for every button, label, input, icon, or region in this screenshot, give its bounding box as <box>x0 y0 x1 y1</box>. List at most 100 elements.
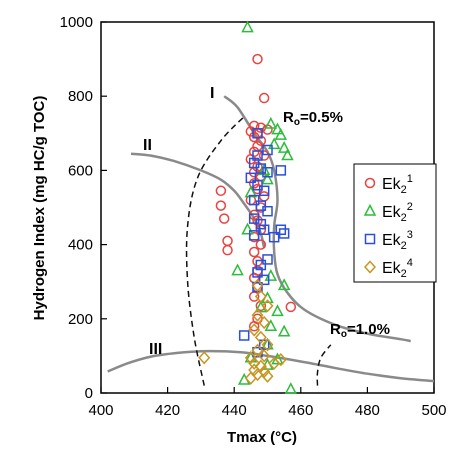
x-axis: 400 420 440 460 480 500 <box>88 387 447 419</box>
data-point-diamond <box>244 351 257 365</box>
legend-marker-square <box>364 233 376 245</box>
data-point-circle <box>252 53 263 65</box>
legend-label: Ek22 <box>382 201 413 224</box>
data-points <box>198 20 298 395</box>
y-tick-label: 1000 <box>60 14 93 31</box>
ro-1-0-label: Ro=1.0% <box>330 321 390 340</box>
data-point-square <box>248 194 260 206</box>
legend-label: Ek23 <box>382 229 413 252</box>
x-tick-label: 480 <box>355 402 380 419</box>
legend-label: Ek21 <box>382 173 413 196</box>
legend-marker-diamond <box>363 260 377 274</box>
x-tick-label: 460 <box>288 402 313 419</box>
zone-label-III: III <box>149 341 162 358</box>
data-point-triangle <box>277 141 291 153</box>
data-point-square <box>255 218 267 230</box>
data-point-diamond <box>254 289 267 304</box>
data-point-diamond <box>254 330 267 344</box>
data-point-triangle <box>264 319 278 331</box>
data-point-circle <box>258 191 270 202</box>
x-axis-title: Tmax (°C) <box>227 429 297 446</box>
data-point-triangle <box>271 122 284 135</box>
data-point-square <box>248 213 260 224</box>
legend-item: Ek21 <box>364 173 413 196</box>
y-tick-label: 400 <box>68 237 93 254</box>
kerogen-type-III-curve <box>107 349 435 383</box>
legend-marker-circle <box>364 177 376 189</box>
data-point-triangle <box>261 172 274 185</box>
data-point-diamond <box>258 364 271 379</box>
y-tick-label: 600 <box>68 162 93 179</box>
data-point-triangle <box>264 116 278 129</box>
data-point-circle <box>248 291 260 302</box>
data-point-triangle <box>274 128 288 140</box>
data-point-square <box>262 167 273 178</box>
x-tick-label: 500 <box>421 402 446 419</box>
legend-items: Ek21 Ek22 Ek23 Ek24 <box>363 173 413 280</box>
x-tick-label: 420 <box>155 402 180 419</box>
data-point-square <box>255 163 267 174</box>
data-point-square <box>258 274 270 286</box>
data-point-circle <box>245 154 257 165</box>
data-point-diamond <box>244 371 257 385</box>
data-point-square <box>258 224 270 236</box>
data-point-circle <box>255 239 267 250</box>
data-point-circle <box>222 244 233 256</box>
data-point-triangle <box>231 263 244 276</box>
y-tick-label: 800 <box>68 88 93 105</box>
zone-label-II: II <box>143 137 152 154</box>
data-point-square <box>252 150 263 161</box>
data-point-circle <box>258 150 270 161</box>
data-point-diamond <box>261 299 274 313</box>
data-point-diamond <box>258 315 271 330</box>
data-point-circle <box>252 161 263 172</box>
x-axis-unit: (°C) <box>270 429 297 446</box>
data-point-diamond <box>258 349 271 363</box>
data-point-square <box>275 165 287 176</box>
data-point-diamond <box>274 352 287 367</box>
data-point-circle <box>252 215 263 226</box>
data-point-circle <box>245 126 257 137</box>
data-point-square <box>262 254 273 265</box>
data-point-square <box>238 330 250 341</box>
data-point-square <box>245 172 257 184</box>
data-point-square <box>262 205 273 217</box>
data-point-triangle <box>277 278 291 291</box>
data-point-square <box>248 230 260 241</box>
y-tick-label: 0 <box>85 385 93 402</box>
data-point-circle <box>285 301 297 313</box>
data-point-triangle <box>271 304 284 317</box>
legend: Ek21 Ek22 Ek23 Ek24 <box>353 163 437 283</box>
data-point-triangle <box>267 137 281 150</box>
data-point-circle <box>252 256 263 267</box>
data-point-diamond <box>251 278 264 293</box>
data-point-triangle <box>281 148 294 161</box>
y-axis: 0 200 400 600 800 1000 <box>60 14 107 402</box>
data-point-square <box>258 185 270 197</box>
x-axis-label: Tmax <box>227 429 267 446</box>
data-point-circle <box>218 213 230 224</box>
legend-item: Ek24 <box>363 257 413 280</box>
x-tick-label: 400 <box>88 402 113 419</box>
y-tick-label: 200 <box>68 311 93 328</box>
data-point-triangle <box>257 163 271 176</box>
data-point-square <box>262 144 273 156</box>
data-point-circle <box>222 235 233 247</box>
data-point-triangle <box>244 185 258 198</box>
ro-1-0-boundary <box>316 344 332 386</box>
data-point-square <box>255 200 267 211</box>
data-point-triangle <box>284 382 298 395</box>
y-axis-title: Hydrogen Index (mg HC/g TOC) <box>31 96 48 321</box>
data-point-triangle <box>241 20 254 33</box>
data-point-circle <box>255 135 267 146</box>
data-point-circle <box>215 200 227 211</box>
data-point-diamond <box>261 369 274 383</box>
data-point-square <box>255 259 267 271</box>
data-point-diamond <box>251 367 264 382</box>
data-point-circle <box>248 178 260 189</box>
data-point-diamond <box>198 351 211 365</box>
data-point-triangle <box>277 324 291 337</box>
zone-label-I: I <box>210 85 214 102</box>
legend-item: Ek23 <box>364 229 413 252</box>
legend-item: Ek22 <box>363 201 413 224</box>
